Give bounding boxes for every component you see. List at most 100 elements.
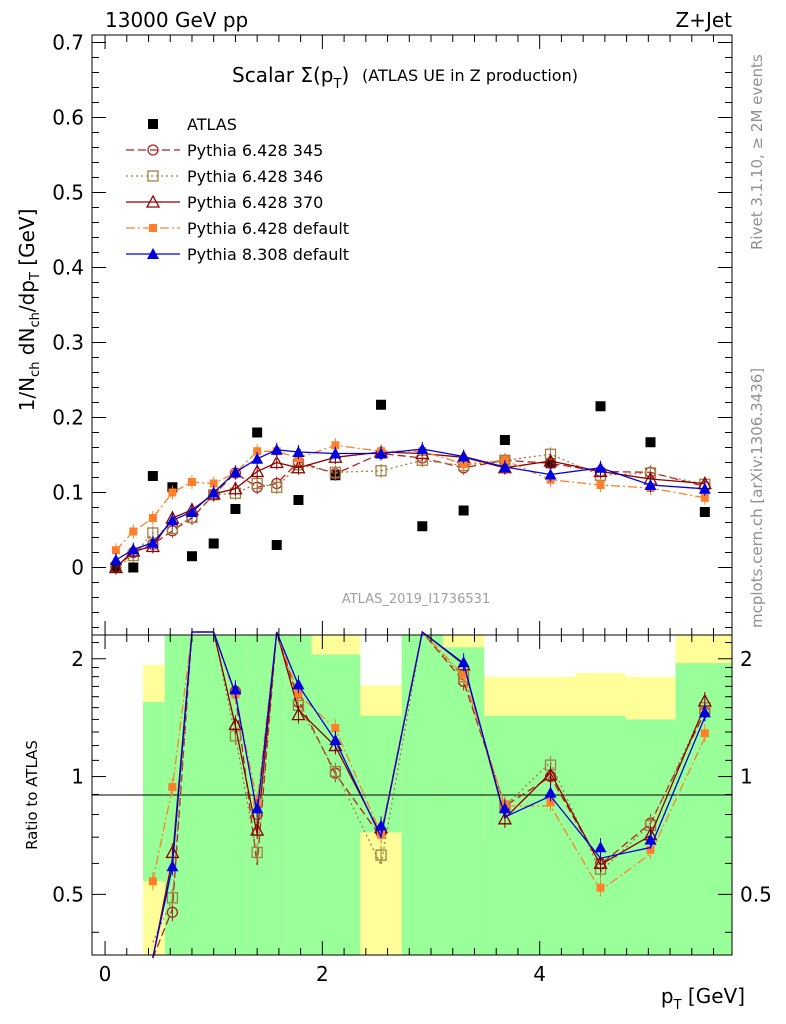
series-pythia-8-308-default	[109, 442, 711, 567]
data-point	[230, 504, 241, 514]
mc-point	[331, 441, 340, 450]
ratio-point	[544, 786, 557, 798]
main-ytick-label: 0	[71, 556, 84, 580]
mc-point	[228, 481, 243, 495]
data-point	[128, 562, 139, 573]
plot-title-tail: (ATLAS UE in Z production)	[362, 66, 578, 85]
title-close: )	[341, 63, 349, 87]
legend-label: Pythia 6.428 346	[187, 167, 323, 186]
mc-point	[271, 481, 283, 493]
band-green	[442, 647, 485, 955]
data-point	[595, 401, 606, 412]
band-green	[143, 702, 165, 882]
data-point	[186, 551, 197, 562]
main-ytick-label: 0.4	[52, 256, 84, 280]
legend-item: Pythia 6.428 346	[126, 167, 323, 186]
main-plot-area	[108, 399, 712, 575]
data-point	[417, 521, 428, 532]
ratio-xtick-label: 4	[533, 962, 546, 986]
data-point	[147, 471, 158, 481]
mc-point	[166, 514, 179, 526]
mc-point	[416, 443, 429, 454]
analysis-id-label: ATLAS_2019_I1736531	[342, 592, 490, 607]
mc-point	[111, 546, 120, 555]
mc-point	[375, 447, 388, 459]
main-ytick-label: 0.7	[52, 31, 84, 55]
rivet-version-label: Rivet 3.1.10, ≥ 2M events	[748, 54, 766, 250]
mc-point	[269, 455, 284, 469]
ratio-axis-ticks: 0.5 0.5 1 1 2 2 0 2 4	[52, 635, 772, 986]
legend-marker	[147, 170, 159, 182]
ratio-point	[497, 811, 512, 825]
ratio-point	[498, 802, 511, 814]
mc-point	[594, 461, 607, 473]
ratio-point	[228, 716, 243, 730]
legend-item: Pythia 6.428 345	[126, 141, 323, 160]
ratio-point	[331, 724, 340, 733]
data-point	[376, 399, 387, 410]
ratio-point	[168, 783, 177, 792]
main-ytick-label: 0.6	[52, 106, 84, 130]
ratio-point	[251, 846, 263, 859]
legend-marker	[145, 194, 161, 208]
legend-label: Pythia 6.428 370	[187, 193, 323, 212]
data-point	[271, 540, 282, 550]
ratio-point	[166, 906, 179, 918]
mc-point	[168, 488, 177, 497]
mc-point	[253, 447, 262, 456]
legend-marker	[148, 119, 158, 129]
band-green	[575, 715, 626, 955]
ratio-ytick-label-right: 2	[740, 647, 753, 671]
data-point	[252, 427, 263, 438]
ratio-point	[291, 707, 306, 721]
mc-point	[498, 461, 511, 472]
data-point	[458, 505, 469, 516]
ratio-point	[251, 802, 264, 814]
ratio-ytick-label-right: 1	[740, 765, 753, 789]
legend-label: Pythia 6.428 345	[187, 141, 323, 160]
mc-point	[129, 527, 138, 536]
mc-point	[698, 482, 711, 494]
data-point	[499, 435, 510, 445]
mc-point	[148, 514, 157, 522]
ratio-point	[148, 877, 157, 886]
series-line	[115, 452, 705, 568]
legend-item: Pythia 6.428 370	[126, 193, 323, 212]
ratio-point	[294, 689, 303, 698]
mc-point	[329, 466, 342, 478]
legend-label: Pythia 8.308 default	[187, 245, 349, 264]
band-green	[484, 715, 526, 955]
mc-point	[375, 465, 387, 477]
x-axis-label: pT [GeV]	[661, 984, 745, 1013]
data-point	[208, 538, 219, 549]
series-pythia-6-428-346	[110, 447, 711, 575]
mc-point	[459, 460, 468, 468]
mc-point	[700, 493, 709, 502]
ratio-point	[457, 656, 470, 668]
main-ytick-label: 0.1	[52, 481, 84, 505]
ratio-series-pythia-8-308-default	[152, 630, 711, 959]
ratio-y-axis-label: Ratio to ATLAS	[23, 740, 41, 850]
main-axis-ticks: 0 0.1 0.2 0.3 0.4 0.5 0.6 0.7	[52, 31, 732, 635]
title-sub: T	[332, 77, 341, 92]
title-main: Scalar Σ(p	[232, 63, 333, 87]
mc-point	[108, 560, 123, 574]
legend-item: Pythia 8.308 default	[126, 245, 349, 264]
mc-point	[457, 450, 470, 462]
ratio-point	[328, 738, 343, 752]
legend-marker	[149, 224, 157, 232]
process-label: Z+Jet	[675, 8, 732, 32]
ratio-xtick-label: 0	[99, 962, 112, 986]
series-line	[115, 451, 705, 568]
mc-point	[229, 466, 242, 478]
legend: ATLAS Pythia 6.428 345 Pythia 6.428 346 Pyt…	[126, 115, 349, 264]
ratio-plot-area	[148, 630, 712, 959]
ratio-point	[644, 833, 657, 845]
data-point	[293, 495, 304, 505]
energy-label: 13000 GeV pp	[105, 8, 248, 32]
ratio-point	[543, 767, 558, 781]
ratio-point	[329, 734, 342, 746]
ratio-point	[459, 670, 468, 679]
mc-point	[329, 447, 342, 459]
